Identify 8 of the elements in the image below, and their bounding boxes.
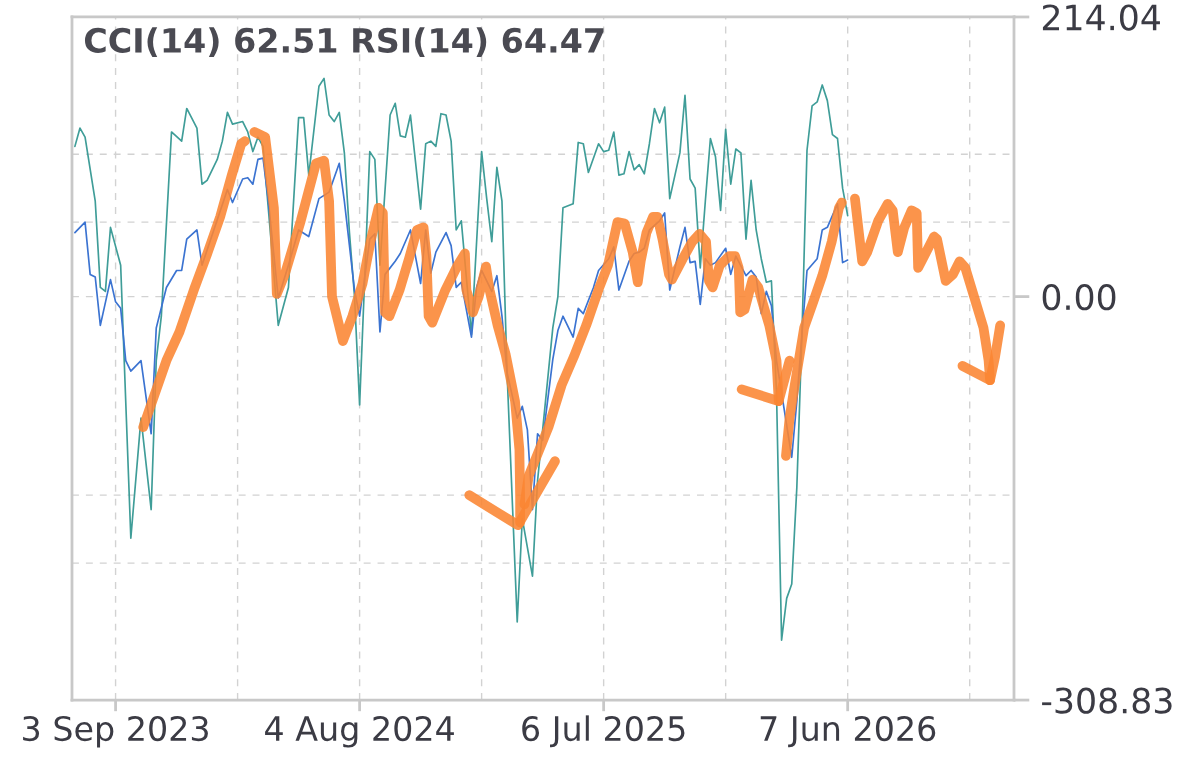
y-tick-label: 214.04 bbox=[1042, 4, 1160, 31]
x-tick-label: 3 Sep 2023 bbox=[23, 715, 208, 748]
y-tick-label: 0.00 bbox=[1042, 284, 1116, 311]
x-tick-label: 6 Jul 2025 bbox=[522, 715, 685, 748]
chart-title: CCI(14) 62.51 RSI(14) 64.47 bbox=[84, 27, 604, 57]
y-tick-label: -308.83 bbox=[1042, 687, 1172, 714]
x-tick-label: 4 Aug 2024 bbox=[265, 715, 454, 748]
x-tick-label: 7 Jun 2026 bbox=[760, 715, 936, 748]
